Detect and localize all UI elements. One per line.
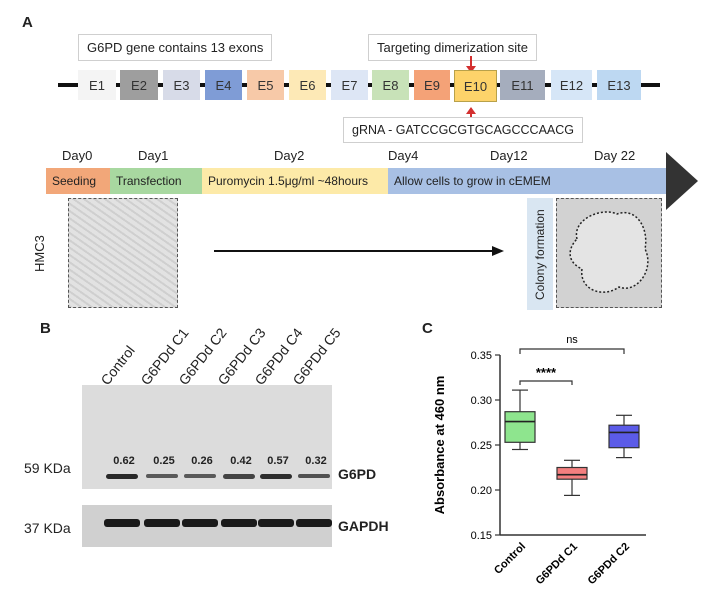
colony-label-box [527,198,553,310]
marker-37-label: 37 KDa [24,520,71,536]
exon-e1: E1 [78,70,116,100]
g6pd-band [260,474,292,480]
gapdh-protein-label: GAPDH [338,518,389,534]
y-axis-label: Absorbance at 460 nm [432,376,447,515]
exon-e8: E8 [372,70,409,100]
exon-e2: E2 [120,70,158,100]
band-value: 0.62 [113,455,135,467]
panel-c-letter: C [422,320,433,337]
colony-label: Colony formation [533,209,547,300]
gapdh-band [144,519,180,527]
g6pd-blot [82,385,332,489]
y-tick-label: 0.25 [471,440,492,452]
timeline-day: Day0 [62,148,93,163]
grna-callout: gRNA - GATCCGCGTGCAGCCCAACG [343,117,584,143]
box [608,424,640,449]
timeline-step: Allow cells to grow in cEMEM [388,168,668,194]
cell-line-label: HMC3 [32,235,47,272]
x-category-label: G6PDd C1 [534,541,581,588]
g6pd-protein-label: G6PD [338,466,377,482]
band-value: 0.32 [305,455,327,467]
exon-e11: E11 [500,70,545,100]
band-value: 0.25 [153,455,175,467]
g6pd-band [223,474,255,479]
band-value: 0.57 [267,455,289,467]
timeline-day: Day2 [274,148,305,163]
g6pd-band [106,474,138,480]
panel-b-letter: B [40,320,51,337]
lane-label: Control [97,342,138,388]
marker-59-label: 59 KDa [24,460,71,476]
ns-bracket [519,348,625,354]
y-tick-label: 0.35 [471,350,492,362]
growth-arrow [214,246,504,256]
star-bracket [519,380,573,385]
timeline-arrowhead [666,152,698,210]
timeline-step: Seeding [46,168,110,194]
box [504,411,536,443]
x-category-label: Control [492,541,528,577]
exon-e12: E12 [551,70,592,100]
band-value: 0.42 [230,455,252,467]
timeline-day: Day1 [138,148,169,163]
gapdh-band [296,519,332,527]
hmc3-micrograph [68,198,178,308]
timeline-day: Day4 [388,148,419,163]
g6pd-band [184,474,216,479]
ns-label: ns [566,334,578,346]
gapdh-band [258,519,294,527]
g6pd-band [298,474,330,479]
y-tick-label: 0.30 [471,395,492,407]
exon-e5: E5 [247,70,284,100]
gene-callout: G6PD gene contains 13 exons [78,34,273,61]
g6pd-band [146,474,178,478]
timeline-day: Day 22 [594,148,636,163]
colony-micrograph [556,198,662,308]
exon-e6: E6 [289,70,326,100]
exon-e10: E10 [454,70,497,102]
panel-a-letter: A [22,14,33,31]
y-tick-label: 0.20 [471,485,492,497]
gapdh-band [182,519,218,527]
timeline-step: Puromycin 1.5μg/ml ~48hours [202,168,388,194]
exon-e13: E13 [597,70,641,100]
colony-outline [569,211,649,293]
timeline-day: Day12 [490,148,528,163]
box [556,466,588,480]
exon-e3: E3 [163,70,200,100]
band-value: 0.26 [191,455,213,467]
exon-e9: E9 [414,70,450,100]
target-callout: Targeting dimerization site [368,34,538,61]
gapdh-band [221,519,257,527]
gapdh-band [104,519,140,527]
exon-e7: E7 [331,70,368,100]
exon-e4: E4 [205,70,242,100]
y-tick-label: 0.15 [471,530,492,542]
timeline-step: Transfection [110,168,202,194]
absorbance-box-plot: 0.15 0.20 0.25 0.30 0.35 Absorbance at 460 nm… [432,334,646,588]
x-category-label: G6PDd C2 [586,541,633,588]
star-label: **** [536,365,557,380]
